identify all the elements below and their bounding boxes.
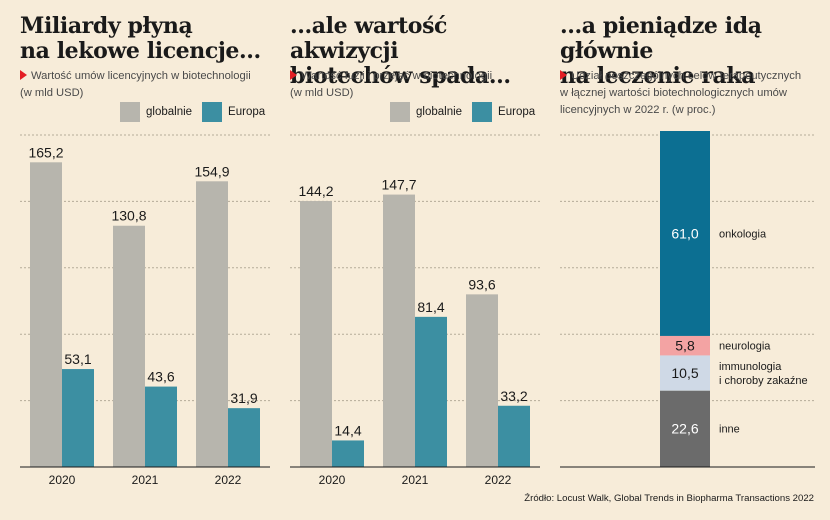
legend-swatch-global bbox=[120, 102, 140, 122]
legend-item-global: globalnie bbox=[390, 102, 462, 122]
x-tick-label: 2022 bbox=[215, 473, 242, 487]
bar-europe bbox=[62, 369, 94, 467]
legend-swatch-global bbox=[390, 102, 410, 122]
stack-segment-inne bbox=[660, 390, 710, 467]
subtitle-text: Wartość fuzji i przejęć w biotechnologii… bbox=[290, 70, 493, 99]
panel-licencje: Miliardy płyną na lekowe licencje... War… bbox=[20, 0, 270, 520]
segment-label: inne bbox=[719, 424, 740, 436]
stack-segment-immunologia bbox=[660, 355, 710, 391]
red-triangle-icon bbox=[20, 70, 27, 80]
bar-global bbox=[30, 162, 62, 467]
red-triangle-icon bbox=[290, 70, 297, 80]
bar-europe bbox=[415, 316, 447, 467]
red-triangle-icon bbox=[560, 70, 567, 80]
panel-subtitle: Wartość umów licencyjnych w biotechnolog… bbox=[20, 68, 251, 102]
subtitle-text: Wartość umów licencyjnych w biotechnolog… bbox=[20, 70, 251, 99]
legend-label-europe: Europa bbox=[498, 106, 536, 118]
panel-title: ...a pieniądze idą głównie na leczenie r… bbox=[560, 13, 762, 89]
data-label: 165,2 bbox=[28, 144, 63, 160]
data-label: 31,9 bbox=[230, 390, 257, 406]
segment-label: i choroby zakaźne bbox=[719, 375, 808, 387]
chart-akwizycje: 144,2 14,4 2020 147,7 81,4 2021 93,6 33,2 2022 bbox=[290, 134, 540, 487]
legend-item-europe: Europa bbox=[202, 102, 265, 122]
data-label: 14,4 bbox=[334, 422, 361, 438]
stack-segment-neurologia bbox=[660, 335, 710, 356]
source-note: Źródło: Locust Walk, Global Trends in Bi… bbox=[524, 493, 814, 504]
chart-licencje: 165,2 53,1 2020 130,8 43,6 2021 154,9 31,9 2022 bbox=[20, 134, 270, 487]
panel-title: Miliardy płyną na lekowe licencje... bbox=[20, 13, 261, 64]
bar-global bbox=[300, 201, 332, 467]
legend: globalnie Europa bbox=[380, 102, 535, 122]
panel-akwizycje: ...ale wartość akwizycji biotechów spada… bbox=[290, 0, 540, 520]
data-label: 10,5 bbox=[671, 365, 698, 381]
bar-global bbox=[383, 194, 415, 467]
bar-global bbox=[466, 294, 498, 467]
chart-leczenie: 61,0 onkologia 5,8 neurologia 10,5 immunologi… bbox=[560, 131, 815, 468]
bar-global bbox=[196, 181, 228, 467]
data-label: 144,2 bbox=[298, 183, 333, 199]
data-label: 22,6 bbox=[671, 421, 698, 437]
segment-label: immunologia bbox=[719, 361, 782, 373]
segment-label: onkologia bbox=[719, 228, 767, 240]
bar-europe bbox=[498, 405, 530, 467]
legend-label-europe: Europa bbox=[228, 106, 266, 118]
legend: globalnie Europa bbox=[110, 102, 265, 122]
legend-label-global: globalnie bbox=[146, 106, 193, 118]
data-label: 81,4 bbox=[417, 299, 444, 315]
data-label: 147,7 bbox=[381, 177, 416, 193]
data-label: 33,2 bbox=[500, 388, 527, 404]
x-tick-label: 2020 bbox=[49, 473, 76, 487]
bar-europe bbox=[228, 408, 260, 467]
x-tick-label: 2021 bbox=[402, 473, 429, 487]
data-label: 93,6 bbox=[468, 276, 495, 292]
legend-swatch-europe bbox=[202, 102, 223, 122]
panel-leczenie: ...a pieniądze idą głównie na leczenie r… bbox=[560, 0, 815, 520]
legend-item-global: globalnie bbox=[120, 102, 192, 122]
panel-subtitle: Udział poszczególnych celów terapeutyczn… bbox=[560, 68, 801, 119]
bar-europe bbox=[332, 440, 364, 467]
segment-label: neurologia bbox=[719, 341, 771, 353]
legend-swatch-europe bbox=[472, 102, 493, 122]
x-tick-label: 2020 bbox=[319, 473, 346, 487]
panel-title: ...ale wartość akwizycji biotechów spada… bbox=[290, 13, 511, 89]
legend-label-global: globalnie bbox=[416, 106, 463, 118]
bar-global bbox=[113, 225, 145, 467]
data-label: 43,6 bbox=[147, 369, 174, 385]
subtitle-text: Udział poszczególnych celów terapeutyczn… bbox=[560, 70, 802, 116]
stack-segment-onkologia bbox=[660, 131, 710, 336]
data-label: 154,9 bbox=[194, 163, 229, 179]
data-label: 5,8 bbox=[675, 338, 695, 354]
bar-europe bbox=[145, 386, 177, 467]
data-label: 130,8 bbox=[111, 208, 146, 224]
data-label: 53,1 bbox=[64, 351, 91, 367]
panel-subtitle: Wartość fuzji i przejęć w biotechnologii… bbox=[290, 68, 492, 102]
x-tick-label: 2021 bbox=[132, 473, 159, 487]
x-tick-label: 2022 bbox=[485, 473, 512, 487]
data-label: 61,0 bbox=[671, 225, 698, 241]
legend-item-europe: Europa bbox=[472, 102, 535, 122]
